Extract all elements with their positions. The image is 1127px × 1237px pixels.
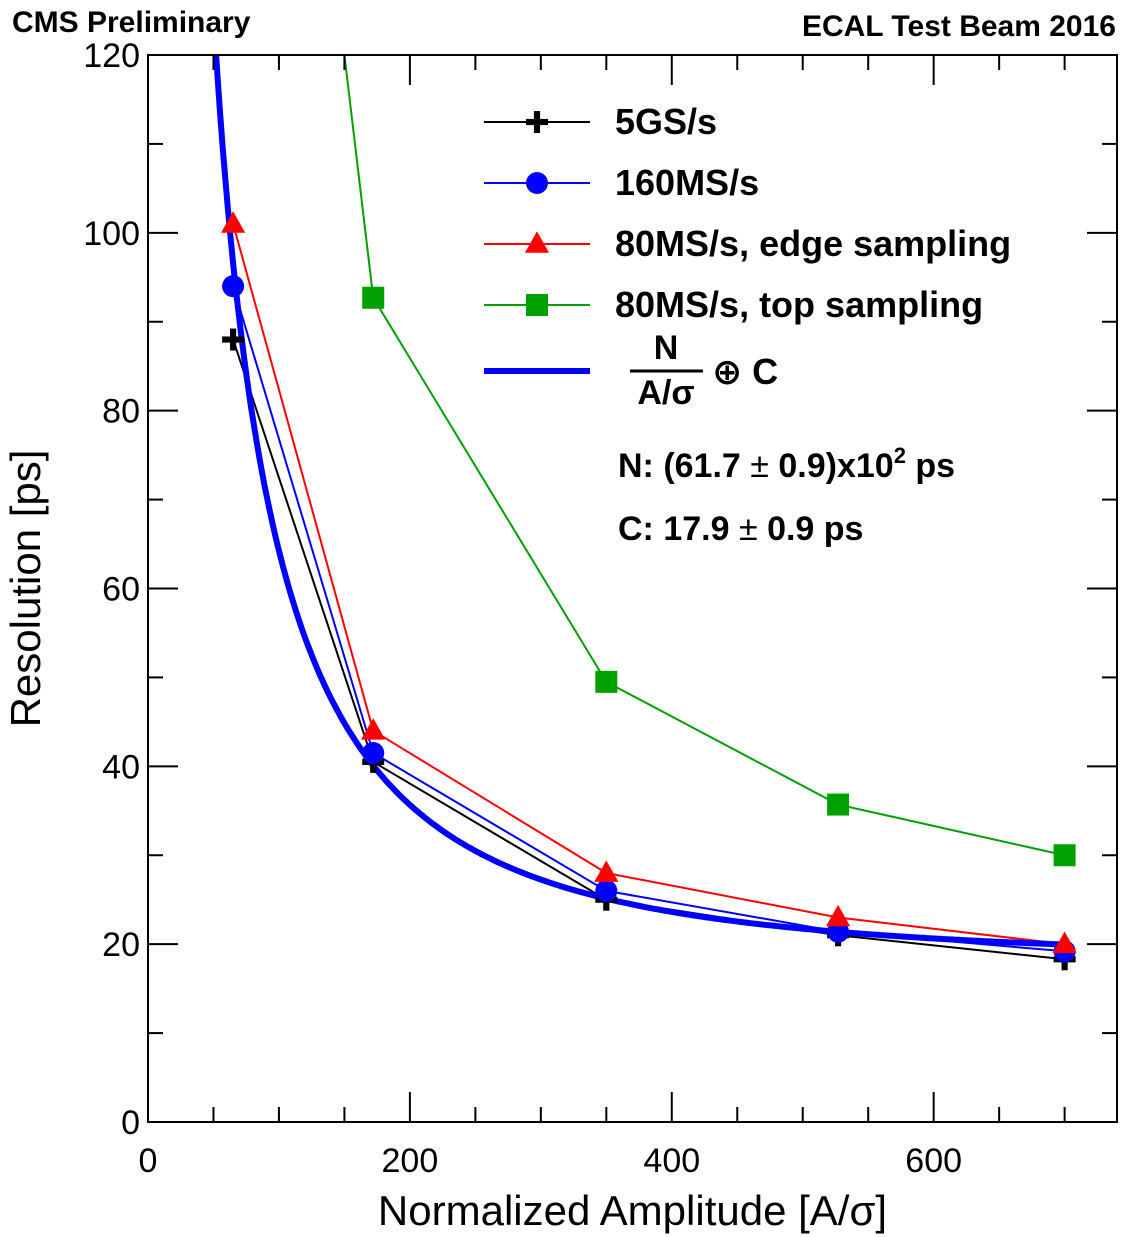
fit-parameter-c: C: 17.9 ± 0.9 ps: [618, 510, 863, 548]
legend-fit-denominator: A/σ: [637, 374, 694, 412]
series-80ms-edge-point: [825, 904, 851, 927]
y-tick-label: 20: [102, 926, 140, 964]
x-tick-label: 200: [382, 1142, 439, 1180]
x-axis-label: Normalized Amplitude [A/σ]: [378, 1187, 887, 1234]
y-axis-label: Resolution [ps]: [2, 450, 49, 728]
series-80ms-edge-point: [221, 211, 246, 233]
series-5gs-line: [232, 339, 1065, 961]
legend-marker-series-5gs-v: [533, 111, 541, 133]
axis-layer: 0 200 400 600 0 20 40 60 80 100 120: [83, 37, 1117, 1180]
fit-parameter-pm: ±: [739, 510, 758, 548]
x-tick-label: 400: [643, 1142, 700, 1180]
legend-marker-series-160ms: [526, 172, 548, 194]
header-cms-preliminary: CMS Preliminary: [12, 6, 251, 39]
series-80ms-edge-point: [594, 860, 619, 882]
legend-label-series-80ms-edge: 80MS/s, edge sampling: [615, 223, 1011, 264]
series-160ms-point: [362, 741, 385, 764]
legend-label-series-160ms: 160MS/s: [615, 162, 759, 203]
header-test-beam: ECAL Test Beam 2016: [802, 10, 1116, 43]
marker-layer: [221, 211, 1077, 971]
y-tick-label: 100: [83, 215, 140, 253]
series-80ms-edge-line: [232, 223, 1065, 946]
series-80ms-top-point: [1053, 844, 1076, 867]
series-80ms-top-point: [595, 670, 618, 693]
y-tick-label: 80: [102, 393, 140, 431]
y-tick-label: 60: [102, 571, 140, 609]
series-80ms-edge-point: [361, 718, 386, 740]
legend-marker-series-5gs: [526, 111, 548, 133]
fit-parameter-sup: 2: [894, 443, 906, 468]
series-80ms-edge-point: [1052, 931, 1077, 953]
fit-parameter-suffix: ps: [906, 447, 955, 485]
plot-frame: [147, 54, 1118, 1123]
fit-parameter-prefix: C: 17.9: [618, 510, 739, 548]
series-160ms-point: [595, 879, 618, 902]
fit-parameter-mid: 0.9 ps: [758, 510, 864, 548]
series-80ms-top-point: [362, 286, 385, 309]
y-tick-label: 120: [83, 37, 140, 75]
legend-fit-numerator: N: [654, 329, 679, 367]
fit-curve: [213, 55, 1064, 948]
series-5gs-point-v: [230, 328, 237, 351]
legend: 5GS/s 160MS/s 80MS/s, edge sampling 80MS/s,…: [484, 101, 1011, 412]
fit-parameter-mid: 0.9)x10: [769, 447, 894, 485]
legend-marker-series-80ms-top: [526, 294, 548, 316]
series-5gs-point: [222, 328, 245, 351]
fit-parameter-pm: ±: [750, 447, 769, 485]
series-160ms-point: [222, 275, 245, 298]
legend-fit-op: ⊕ C: [712, 351, 778, 392]
legend-label-series-80ms-top: 80MS/s, top sampling: [615, 284, 983, 325]
y-tick-label: 0: [121, 1104, 140, 1142]
y-tick-label: 40: [102, 748, 140, 786]
fit-parameter-n: N: (61.7 ± 0.9)x102 ps: [618, 443, 955, 485]
fit-curve-layer: [213, 55, 1064, 948]
fit-parameters: N: (61.7 ± 0.9)x102 ps C: 17.9 ± 0.9 ps: [618, 443, 955, 548]
x-tick-label: 600: [905, 1142, 962, 1180]
x-tick-label: 0: [139, 1142, 158, 1180]
legend-marker-series-80ms-edge: [524, 231, 550, 253]
series-80ms-top-point: [827, 793, 850, 816]
fit-parameter-prefix: N: (61.7: [618, 447, 750, 485]
legend-label-series-5gs: 5GS/s: [615, 101, 717, 142]
